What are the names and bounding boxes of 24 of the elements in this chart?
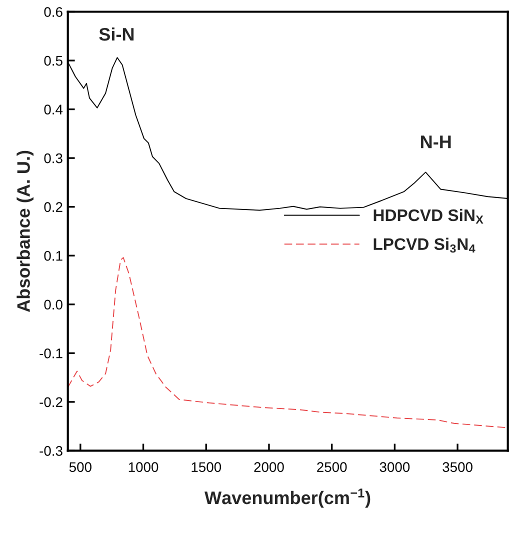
annotation: Si-N: [99, 27, 134, 41]
x-tick-label: 1500: [192, 462, 222, 472]
x-axis-title: Wavenumber(cm$^{−1}$): [204, 488, 370, 508]
y-tick-label: -0.2: [40, 397, 62, 408]
y-tick-label: 0.4: [44, 104, 63, 114]
legend-label: LPCVD Si$_{3}$N$_{4}$: [374, 238, 476, 253]
y-tick-label: 0.6: [44, 7, 62, 17]
y-axis-title: Absorbance (A. U.): [16, 150, 34, 312]
y-tick-label: 0.5: [44, 56, 62, 66]
x-tick-label: 500: [69, 462, 92, 472]
y-tick-label: -0.1: [40, 348, 62, 358]
y-tick-label: 0.1: [44, 250, 62, 261]
y-tick-label: -0.3: [40, 446, 62, 456]
x-tick-label: 3000: [380, 462, 410, 472]
legend-label: HDPCVD SiN$_{X}$: [374, 208, 484, 224]
line-series: [68, 257, 508, 428]
x-tick-label: 2000: [254, 462, 284, 472]
y-tick-label: 0.0: [44, 300, 62, 310]
y-tick-label: 0.3: [44, 153, 62, 164]
x-tick-label: 2500: [317, 462, 347, 472]
y-tick-label: 0.2: [44, 202, 62, 212]
x-tick-label: 3500: [442, 462, 472, 472]
x-tick-label: 1000: [128, 462, 158, 472]
annotation: N-H: [421, 136, 451, 148]
